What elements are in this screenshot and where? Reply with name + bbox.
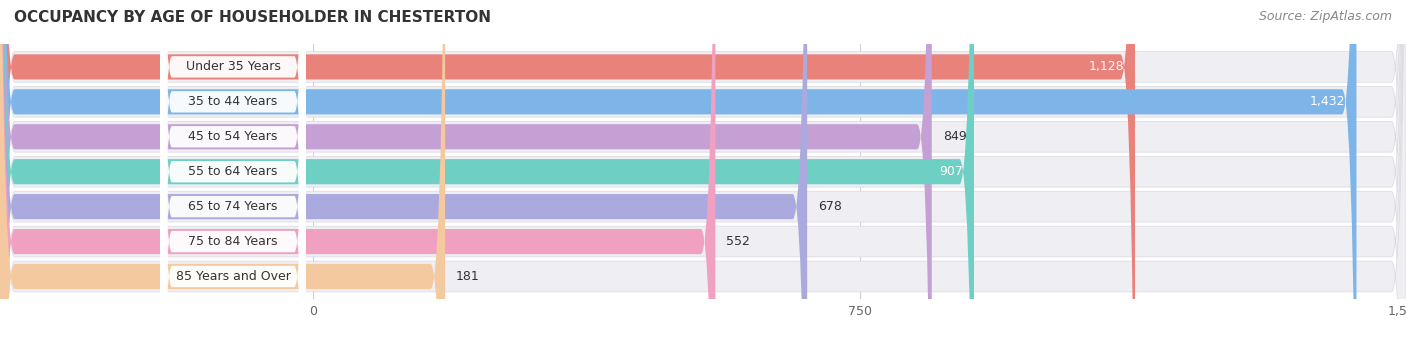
Text: 55 to 64 Years: 55 to 64 Years (188, 165, 278, 178)
Text: 907: 907 (939, 165, 963, 178)
Text: Source: ZipAtlas.com: Source: ZipAtlas.com (1258, 10, 1392, 23)
Text: 85 Years and Over: 85 Years and Over (176, 270, 291, 283)
FancyBboxPatch shape (0, 0, 807, 340)
FancyBboxPatch shape (0, 0, 1357, 340)
Text: 35 to 44 Years: 35 to 44 Years (188, 95, 278, 108)
FancyBboxPatch shape (160, 0, 307, 340)
FancyBboxPatch shape (160, 0, 307, 340)
Text: 75 to 84 Years: 75 to 84 Years (188, 235, 278, 248)
Text: 1,432: 1,432 (1310, 95, 1346, 108)
Text: 678: 678 (818, 200, 842, 213)
FancyBboxPatch shape (160, 0, 307, 340)
FancyBboxPatch shape (160, 0, 307, 340)
Text: 45 to 54 Years: 45 to 54 Years (188, 130, 278, 143)
Text: Under 35 Years: Under 35 Years (186, 61, 281, 73)
FancyBboxPatch shape (0, 0, 932, 340)
Text: 181: 181 (456, 270, 479, 283)
FancyBboxPatch shape (0, 0, 446, 340)
FancyBboxPatch shape (0, 0, 716, 340)
FancyBboxPatch shape (160, 0, 307, 340)
Text: 65 to 74 Years: 65 to 74 Years (188, 200, 278, 213)
FancyBboxPatch shape (0, 0, 974, 340)
FancyBboxPatch shape (160, 0, 307, 340)
FancyBboxPatch shape (160, 0, 307, 340)
Text: 552: 552 (727, 235, 751, 248)
Text: 849: 849 (942, 130, 966, 143)
Text: OCCUPANCY BY AGE OF HOUSEHOLDER IN CHESTERTON: OCCUPANCY BY AGE OF HOUSEHOLDER IN CHEST… (14, 10, 491, 25)
FancyBboxPatch shape (0, 0, 1135, 340)
Text: 1,128: 1,128 (1088, 61, 1123, 73)
